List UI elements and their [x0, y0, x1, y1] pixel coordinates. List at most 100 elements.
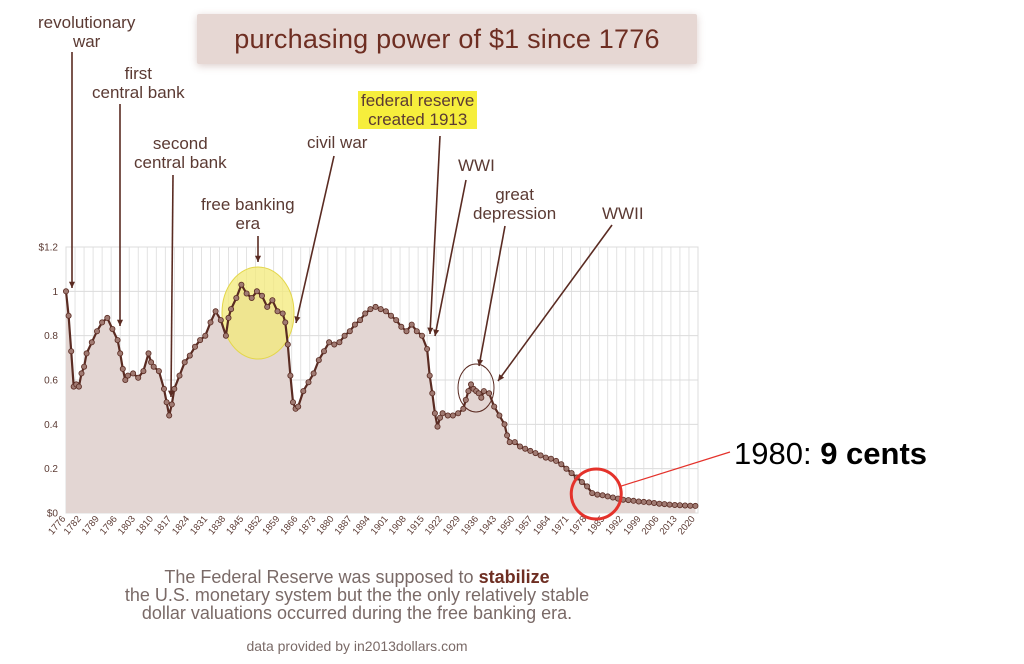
data-point	[155, 368, 162, 375]
x-tick-label: 1999	[622, 514, 644, 537]
great-depression-circle	[457, 363, 495, 413]
data-point	[75, 383, 82, 390]
data-point	[537, 452, 544, 459]
data-point	[253, 288, 260, 295]
data-point	[426, 372, 433, 379]
arrow-great-depression-head	[477, 359, 484, 366]
x-tick-label: 1922	[423, 514, 445, 537]
data-point	[258, 292, 265, 299]
data-point	[88, 339, 95, 346]
data-point	[140, 368, 147, 375]
data-point	[248, 294, 255, 301]
annotation-wwi-line1: WWI	[458, 156, 495, 175]
data-point	[222, 332, 229, 339]
annotation-arrows	[68, 52, 623, 521]
data-point	[418, 332, 425, 339]
x-tick-label: 1936	[459, 514, 481, 537]
arrow-federal-reserve	[429, 135, 441, 335]
data-point	[78, 370, 85, 377]
caption-line-1-bold: stabilize	[478, 567, 550, 587]
annotation-free-banking-era-line2: era	[235, 214, 261, 233]
y-tick-label: $1.2	[39, 243, 59, 254]
data-point	[362, 310, 369, 317]
caption-line-1: The Federal Reserve was supposed to stab…	[0, 568, 714, 586]
y-axis-ticks: $0 0.2 0.4 0.6 0.8 1 $1.2	[39, 243, 59, 520]
data-point	[130, 370, 137, 377]
data-point	[431, 410, 438, 417]
caption: The Federal Reserve was supposed to stab…	[0, 568, 714, 622]
annotation-second-central-bank: second central bank	[134, 134, 227, 172]
x-tick-label: 1782	[62, 514, 84, 537]
data-point	[465, 388, 472, 395]
arrow-civil-war	[295, 155, 335, 324]
data-point	[238, 281, 245, 288]
data-point	[168, 401, 175, 408]
annotation-wwii-line1: WWII	[602, 204, 644, 223]
data-point	[434, 423, 441, 430]
data-point	[517, 443, 524, 450]
data-point	[99, 319, 106, 326]
caption-line-1-text: The Federal Reserve was supposed to	[164, 567, 479, 587]
data-point	[367, 306, 374, 313]
data-point	[651, 499, 658, 506]
y-tick-label: $0	[47, 509, 59, 520]
caption-line-3: dollar valuations occurred during the fr…	[141, 603, 573, 623]
data-point	[486, 390, 493, 397]
callout-value: 9 cents	[820, 436, 928, 471]
data-point	[501, 421, 508, 428]
x-tick-label: 1915	[405, 514, 427, 537]
data-point	[284, 341, 291, 348]
x-tick-label: 1901	[369, 514, 391, 537]
x-tick-label: 1929	[441, 514, 463, 537]
arrow-wwii	[497, 224, 613, 382]
data-point	[436, 414, 443, 421]
data-point	[181, 359, 188, 366]
arrow-civil-war-head	[294, 316, 301, 323]
data-point	[331, 341, 338, 348]
data-point	[682, 502, 689, 509]
data-point	[532, 450, 539, 457]
data-point	[676, 502, 683, 509]
data-point	[408, 321, 415, 328]
data-point	[599, 492, 606, 499]
data-point	[640, 498, 647, 505]
data-point	[264, 303, 271, 310]
data-point	[558, 461, 565, 468]
data-point	[496, 412, 503, 419]
data-point	[83, 350, 90, 357]
data-point	[186, 352, 193, 359]
data-point	[609, 494, 616, 501]
chart-panel: $0 0.2 0.4 0.6 0.8 1 $1.2 1776 1782 1789 1796 1803…	[0, 13, 714, 654]
data-point	[274, 308, 281, 315]
data-point	[320, 348, 327, 355]
x-tick-label: 1838	[206, 514, 228, 537]
callout-prefix: 1980:	[734, 436, 821, 471]
chart-title-text: purchasing power of $1 since 1776	[234, 23, 660, 54]
data-point	[315, 357, 322, 364]
x-tick-label: 1950	[495, 514, 517, 537]
data-point	[295, 403, 302, 410]
data-point	[346, 328, 353, 335]
data-point	[656, 500, 663, 507]
annotation-civil-war-line1: civil war	[307, 133, 368, 152]
annotation-great-depression-line1: great	[495, 185, 534, 204]
data-point	[687, 502, 694, 509]
data-point	[666, 501, 673, 508]
data-point	[341, 332, 348, 339]
callout-1980-circle	[569, 467, 623, 521]
data-point	[233, 294, 240, 301]
caption-line-2: the U.S. monetary system but the the onl…	[124, 585, 590, 605]
x-tick-label: 1971	[549, 514, 571, 537]
x-tick-label: 1943	[477, 514, 499, 537]
data-point	[207, 319, 214, 326]
data-point	[393, 317, 400, 324]
arrow-great-depression	[478, 225, 506, 367]
data-point	[109, 325, 116, 332]
data-points	[63, 281, 699, 509]
annotation-wwii: WWII	[602, 204, 644, 223]
data-point	[439, 410, 446, 417]
data-point	[81, 363, 88, 370]
x-tick-label: 1957	[513, 514, 535, 537]
annotation-federal-reserve-line1: federal reserve	[361, 91, 475, 110]
x-tick-label: 2013	[658, 514, 680, 537]
